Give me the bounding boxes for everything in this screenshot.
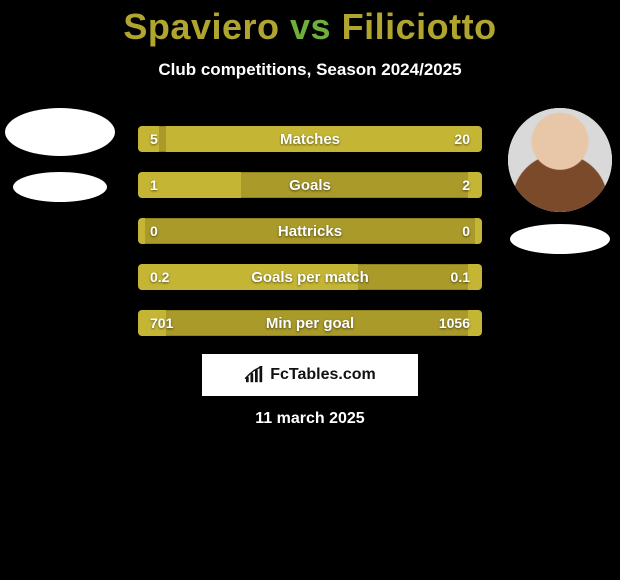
player2-club-placeholder <box>510 224 610 254</box>
player1-name: Spaviero <box>123 6 279 47</box>
bar-left-fill <box>138 264 358 290</box>
subtitle: Club competitions, Season 2024/2025 <box>0 60 620 80</box>
player1-club-placeholder <box>13 172 107 202</box>
brand-box: FcTables.com <box>202 354 418 396</box>
stat-row: Matches520 <box>138 126 482 152</box>
bar-right-fill <box>475 218 482 244</box>
bar-right-fill <box>166 126 482 152</box>
bar-right-fill <box>468 172 482 198</box>
brand-text: FcTables.com <box>270 366 376 384</box>
date-text: 11 march 2025 <box>0 410 620 428</box>
vs-word: vs <box>290 6 331 47</box>
left-player-column <box>0 108 120 212</box>
player2-avatar-image <box>508 108 612 212</box>
player2-name: Filiciotto <box>342 6 497 47</box>
player2-avatar <box>508 108 612 212</box>
chart-icon <box>244 366 266 384</box>
bar-left-fill <box>138 172 241 198</box>
page-title: Spaviero vs Filiciotto <box>0 6 620 48</box>
comparison-card: Spaviero vs Filiciotto Club competitions… <box>0 0 620 580</box>
bar-track <box>138 310 482 336</box>
bar-left-fill <box>138 218 145 244</box>
stat-bars: Matches520 Goals12 Hattricks00 Goals per ma… <box>138 126 482 356</box>
stat-row: Hattricks00 <box>138 218 482 244</box>
stat-row: Goals per match0.20.1 <box>138 264 482 290</box>
player1-avatar-placeholder <box>5 108 115 156</box>
stat-row: Goals12 <box>138 172 482 198</box>
bar-right-fill <box>468 310 482 336</box>
bar-right-fill <box>468 264 482 290</box>
right-player-column <box>500 108 620 254</box>
bar-left-fill <box>138 126 159 152</box>
bar-track <box>138 218 482 244</box>
stat-row: Min per goal7011056 <box>138 310 482 336</box>
bar-left-fill <box>138 310 166 336</box>
